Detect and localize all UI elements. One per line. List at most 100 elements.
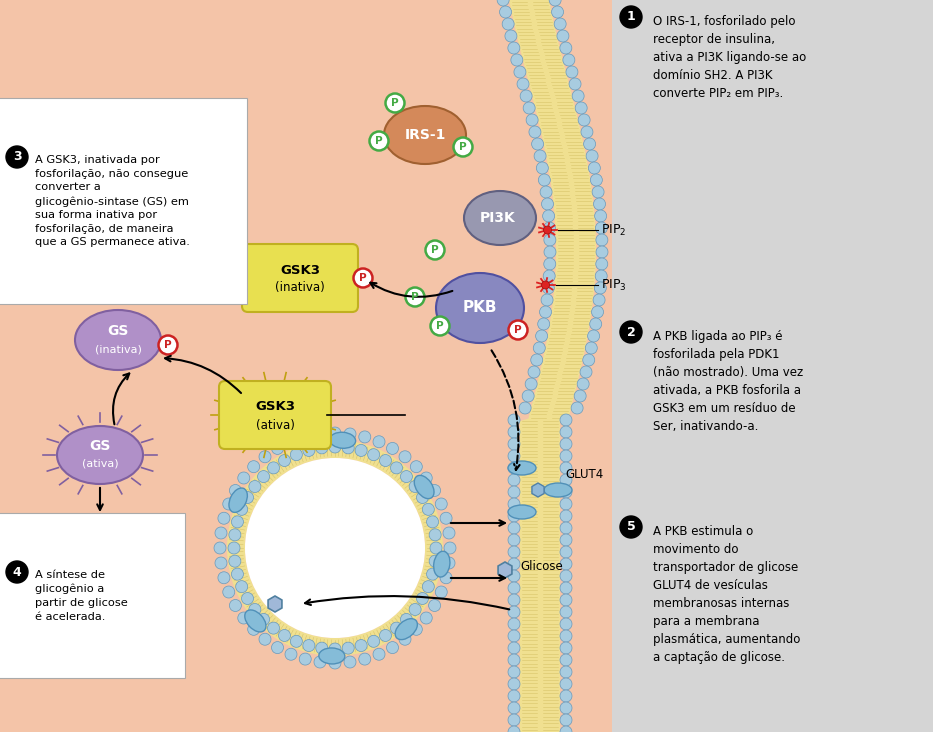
Circle shape (508, 714, 520, 726)
Text: O IRS-1, fosforilado pelo
receptor de insulina,
ativa a PI3K ligando-se ao
domín: O IRS-1, fosforilado pelo receptor de in… (653, 15, 806, 100)
Circle shape (542, 282, 554, 294)
Circle shape (258, 613, 270, 625)
Text: 4: 4 (13, 566, 21, 578)
Circle shape (272, 641, 284, 654)
Circle shape (508, 510, 520, 522)
Circle shape (242, 592, 254, 605)
Circle shape (436, 498, 447, 510)
Circle shape (560, 498, 572, 510)
Circle shape (560, 414, 572, 426)
Circle shape (359, 431, 370, 443)
Circle shape (543, 270, 555, 282)
Text: 3: 3 (13, 151, 21, 163)
Circle shape (508, 522, 520, 534)
Circle shape (543, 222, 555, 234)
Circle shape (578, 114, 590, 126)
Circle shape (541, 281, 550, 289)
Circle shape (554, 18, 566, 30)
Text: (ativa): (ativa) (82, 459, 118, 469)
Circle shape (6, 561, 28, 583)
Circle shape (238, 612, 250, 624)
Circle shape (508, 450, 520, 462)
Circle shape (290, 635, 302, 647)
Circle shape (214, 542, 226, 554)
Text: 2: 2 (627, 326, 635, 338)
Circle shape (342, 442, 355, 454)
Text: P: P (459, 142, 466, 152)
Circle shape (566, 66, 578, 78)
Circle shape (499, 6, 511, 18)
Circle shape (520, 90, 532, 102)
Text: GS: GS (107, 324, 129, 338)
Circle shape (426, 568, 439, 580)
Circle shape (426, 516, 439, 528)
Text: (inativa): (inativa) (94, 344, 142, 354)
Circle shape (560, 726, 572, 732)
Circle shape (584, 138, 595, 150)
Circle shape (508, 414, 520, 426)
Circle shape (581, 126, 593, 138)
Circle shape (560, 486, 572, 498)
Circle shape (425, 241, 444, 260)
Circle shape (560, 690, 572, 702)
Circle shape (453, 138, 472, 157)
Circle shape (539, 306, 551, 318)
Circle shape (592, 186, 604, 198)
Circle shape (523, 102, 536, 114)
Circle shape (329, 643, 341, 655)
Circle shape (508, 534, 520, 546)
Circle shape (386, 442, 398, 455)
Text: GSK3: GSK3 (255, 400, 295, 414)
Circle shape (391, 462, 402, 474)
Circle shape (560, 42, 572, 54)
Circle shape (560, 654, 572, 666)
Circle shape (229, 555, 241, 567)
Circle shape (560, 546, 572, 558)
Ellipse shape (508, 461, 536, 475)
Text: P: P (411, 292, 419, 302)
Circle shape (508, 426, 520, 438)
Circle shape (315, 442, 327, 454)
Circle shape (544, 226, 551, 234)
Circle shape (380, 455, 392, 466)
Circle shape (596, 234, 608, 246)
FancyBboxPatch shape (219, 381, 331, 449)
Circle shape (236, 580, 247, 593)
Circle shape (541, 294, 553, 306)
Circle shape (537, 318, 550, 330)
Ellipse shape (75, 310, 161, 370)
Circle shape (411, 624, 423, 635)
Circle shape (583, 354, 594, 366)
Circle shape (534, 342, 545, 354)
Circle shape (230, 485, 242, 496)
Circle shape (278, 630, 290, 641)
Ellipse shape (508, 505, 536, 519)
Circle shape (420, 612, 432, 624)
Circle shape (529, 126, 541, 138)
Circle shape (508, 582, 520, 594)
Ellipse shape (396, 619, 417, 640)
Circle shape (538, 174, 550, 186)
Circle shape (443, 527, 455, 539)
Circle shape (429, 555, 441, 567)
Circle shape (560, 678, 572, 690)
Circle shape (436, 586, 447, 598)
Circle shape (574, 390, 586, 402)
Circle shape (259, 633, 271, 645)
Circle shape (218, 512, 230, 524)
Circle shape (560, 714, 572, 726)
Circle shape (508, 726, 520, 732)
Circle shape (329, 427, 341, 439)
Circle shape (560, 606, 572, 618)
Circle shape (247, 460, 259, 473)
Circle shape (231, 516, 244, 528)
Text: P: P (164, 340, 172, 350)
Circle shape (534, 150, 546, 162)
Circle shape (508, 462, 520, 474)
Text: 1: 1 (627, 10, 635, 23)
Circle shape (508, 642, 520, 654)
Circle shape (303, 640, 314, 651)
Circle shape (416, 592, 428, 605)
Ellipse shape (464, 191, 536, 245)
Circle shape (560, 618, 572, 630)
